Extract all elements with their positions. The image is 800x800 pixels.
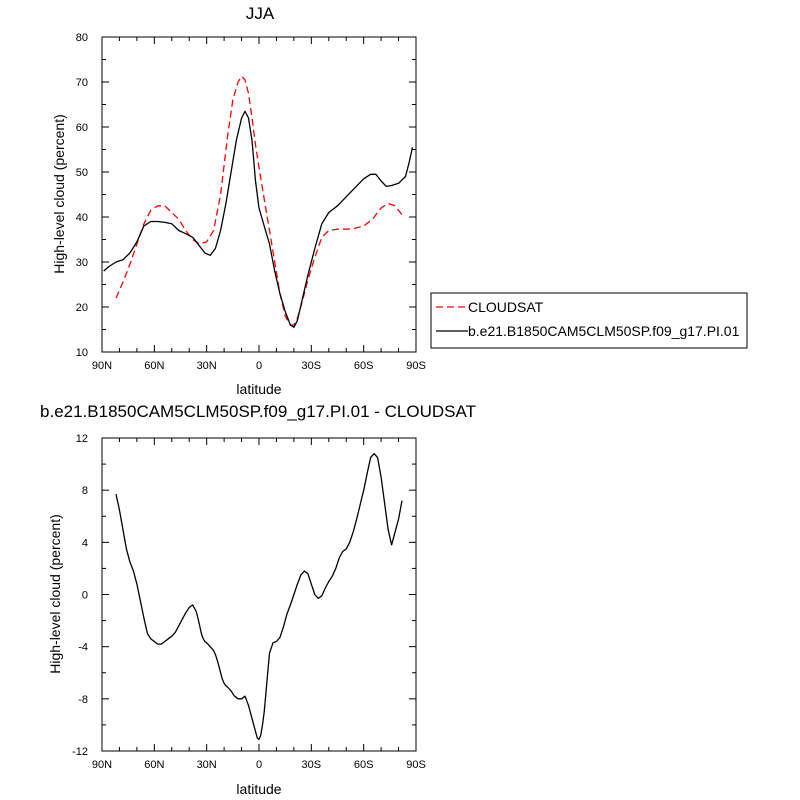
bottom-chart-title: b.e21.B1850CAM5CLM50SP.f09_g17.PI.01 - C… bbox=[40, 402, 476, 421]
x-tick-label: 90N bbox=[92, 759, 112, 771]
series-line-difference-1 bbox=[115, 452, 403, 740]
legend-entry-cloudsat: CLOUDSAT bbox=[468, 299, 544, 315]
bottom-x-axis-label: latitude bbox=[236, 781, 281, 797]
legend: CLOUDSAT b.e21.B1850CAM5CLM50SP.f09_g17.… bbox=[430, 292, 748, 349]
bottom-y-axis-label: High-level cloud (percent) bbox=[47, 514, 63, 674]
x-tick-label: 30S bbox=[302, 759, 322, 771]
x-tick-label: 30N bbox=[197, 360, 217, 372]
top-x-axis-label: latitude bbox=[236, 381, 281, 397]
y-tick-label: 80 bbox=[76, 32, 88, 44]
top-y-axis-label: High-level cloud (percent) bbox=[51, 114, 67, 274]
y-tick-label: 70 bbox=[76, 77, 88, 89]
x-tick-label: 60N bbox=[144, 759, 164, 771]
y-tick-label: 10 bbox=[76, 347, 88, 359]
top-plot-frame bbox=[101, 36, 417, 353]
y-tick-label: 60 bbox=[76, 122, 88, 134]
y-tick-label: -8 bbox=[78, 694, 88, 706]
y-tick-label: 40 bbox=[76, 212, 88, 224]
x-tick-label: 90S bbox=[406, 759, 426, 771]
y-tick-label: 30 bbox=[76, 257, 88, 269]
bottom-axis-ticks bbox=[101, 437, 417, 752]
x-tick-label: 30S bbox=[302, 360, 322, 372]
legend-box bbox=[430, 292, 748, 349]
y-tick-label: -12 bbox=[72, 746, 88, 758]
top-series-group bbox=[103, 75, 414, 328]
bottom-plot-frame bbox=[101, 437, 417, 752]
y-tick-label: 12 bbox=[76, 433, 88, 445]
top-panel: JJA 90N 60N 30N 0 30S 60S 90S1020304050607080 … bbox=[51, 4, 748, 397]
y-tick-label: 20 bbox=[76, 302, 88, 314]
series-line-b-e21-b1850cam5clm50sp-f09-g17-pi-01 bbox=[103, 110, 414, 328]
y-tick-label: 8 bbox=[82, 485, 88, 497]
top-tick-labels: 90N 60N 30N 0 30S 60S 90S 10 20 30 40 50 60 70 80 bbox=[76, 32, 426, 372]
x-tick-label: 30N bbox=[197, 759, 217, 771]
y-tick-label: 4 bbox=[82, 537, 88, 549]
y-tick-label: -4 bbox=[78, 642, 88, 654]
top-chart-title: JJA bbox=[246, 4, 275, 23]
top-axis-ticks bbox=[101, 36, 417, 353]
x-tick-label: 0 bbox=[256, 360, 262, 372]
x-tick-label: 90N bbox=[92, 360, 112, 372]
x-tick-label: 60N bbox=[144, 360, 164, 372]
x-tick-label: 60S bbox=[354, 759, 374, 771]
y-tick-label: 0 bbox=[82, 590, 88, 602]
series-line-cloudsat bbox=[115, 75, 403, 326]
legend-entry-model: b.e21.B1850CAM5CLM50SP.f09_g17.PI.01 bbox=[468, 323, 740, 339]
x-tick-label: 90S bbox=[406, 360, 426, 372]
bottom-series-group bbox=[115, 452, 403, 740]
bottom-panel: b.e21.B1850CAM5CLM50SP.f09_g17.PI.01 - C… bbox=[40, 402, 476, 797]
x-tick-label: 0 bbox=[256, 759, 262, 771]
bottom-tick-labels: 90N 60N 30N 0 30S 60S 90S -12 -8 -4 0 4 8 12 bbox=[72, 433, 426, 771]
y-tick-label: 50 bbox=[76, 167, 88, 179]
x-tick-label: 60S bbox=[354, 360, 374, 372]
